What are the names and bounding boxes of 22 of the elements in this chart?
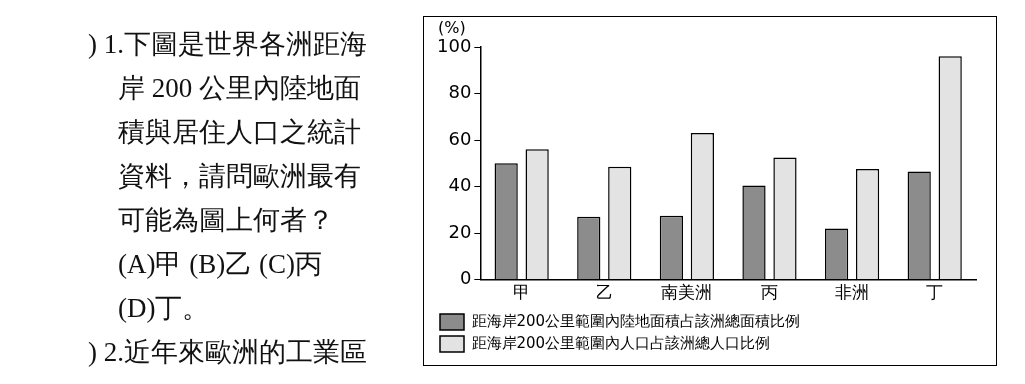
text: 可能為圖上何者？ [117,204,335,237]
x-tick-label: 非洲 [835,282,870,303]
y-tick-label: 80 [448,81,472,103]
legend-label: 距海岸200公里範圍內人口占該洲總人口比例 [471,333,771,352]
y-tick-label: 40 [448,174,472,196]
legend-label: 距海岸200公里範圍內陸地面積占該洲總面積比例 [471,311,801,330]
x-tick-label: 甲 [513,282,531,303]
x-tick-label: 丁 [926,282,944,303]
y-axis-title: (%) [438,18,466,38]
text: (D)丁。 [117,292,211,325]
y-tick-label: 0 [459,267,472,289]
y-tick-label: 60 [448,127,472,149]
text: 資料，請問歐洲最有 [117,160,362,193]
text: (A)甲 (B)乙 (C)丙 [117,248,323,281]
text: 積與居住人口之統計 [117,116,362,149]
x-tick-label: 南美洲 [661,282,713,303]
y-tick-label: 20 [448,220,472,242]
x-tick-label: 丙 [760,282,778,303]
text: ) 2.近年來歐洲的工業區 [87,336,368,369]
x-tick-label: 乙 [595,282,613,303]
text: ) 1.下圖是世界各洲距海 [87,28,368,61]
text: 岸 200 公里內陸地面 [117,72,362,105]
